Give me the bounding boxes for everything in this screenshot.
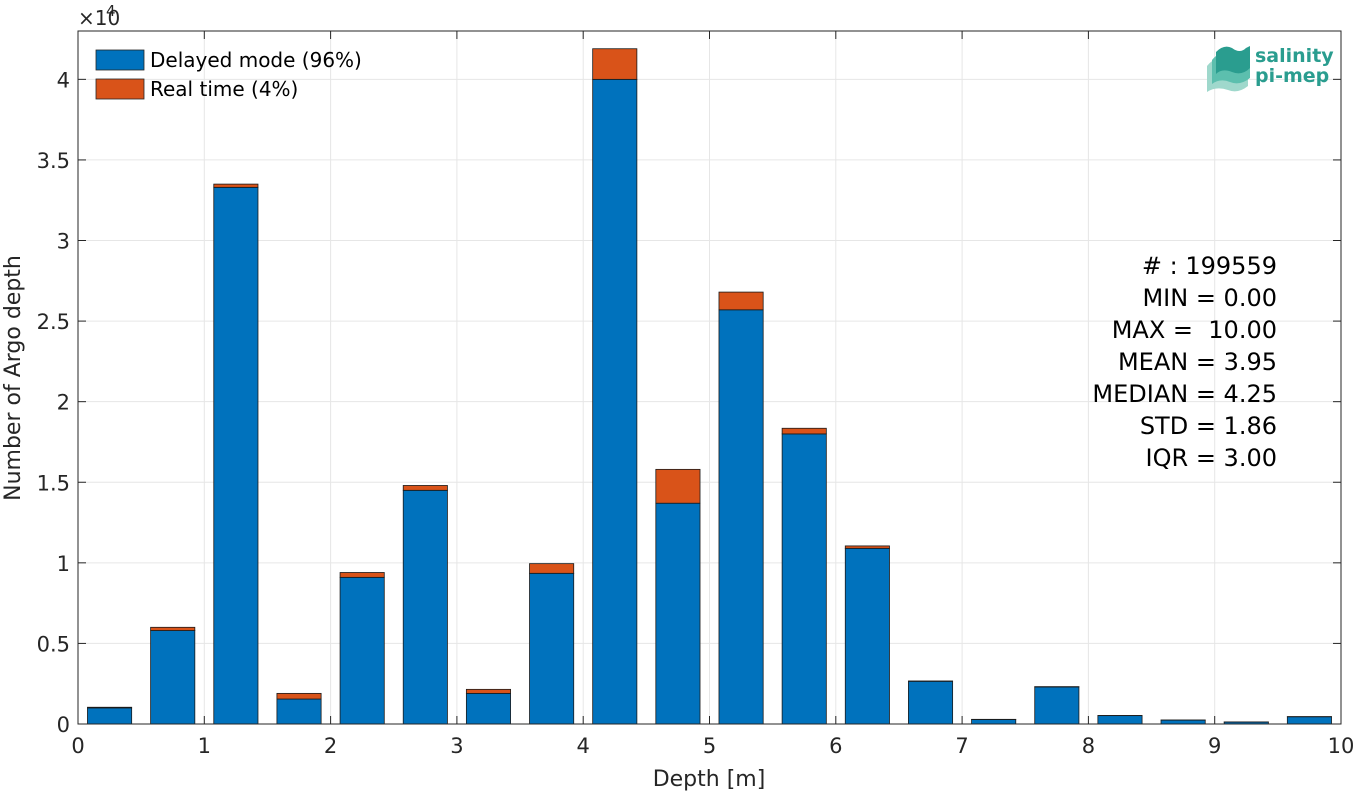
stat-max: MAX = 10.00 (1112, 316, 1277, 344)
salinity-pimep-logo: salinity pi-mep (1207, 45, 1334, 92)
logo-wave-icon (1207, 46, 1250, 92)
bar-real-time (529, 563, 575, 574)
axis-ticks: 0 1 2 3 4 5 6 7 8 9 10 0 0.5 1 1.5 2 2.5 3 3.5 4 (37, 31, 1355, 758)
bar-delayed-mode (213, 186, 259, 725)
y-tick-label: 1.5 (37, 471, 70, 495)
x-tick-label: 3 (450, 734, 463, 758)
bar-delayed-mode (339, 576, 385, 725)
bar-delayed-mode (1286, 716, 1332, 725)
bar-real-time (150, 626, 196, 631)
x-tick-label: 9 (1208, 734, 1221, 758)
y-tick-label: 4 (57, 68, 70, 92)
bar-delayed-mode (1097, 715, 1143, 725)
y-tick-label: 3 (57, 230, 70, 254)
bar-delayed-mode (718, 309, 764, 725)
legend-swatch-delayed (95, 49, 145, 71)
y-tick-label: 1 (57, 552, 70, 576)
bar-delayed-mode (844, 547, 890, 725)
bar-delayed-mode (276, 698, 322, 725)
bar-delayed-mode (655, 502, 701, 725)
logo-text-line1: salinity (1255, 45, 1334, 67)
bar-real-time (402, 485, 448, 491)
y-tick-label: 0.5 (37, 632, 70, 656)
stat-min: MIN = 0.00 (1142, 284, 1277, 312)
x-tick-label: 2 (324, 734, 337, 758)
stat-std: STD = 1.86 (1140, 412, 1277, 440)
bar-real-time (592, 48, 638, 80)
bar-delayed-mode (1160, 719, 1206, 725)
y-tick-label: 0 (57, 713, 70, 737)
legend-swatch-realtime (95, 78, 145, 100)
x-tick-label: 8 (1082, 734, 1095, 758)
bar-real-time (87, 706, 133, 709)
x-tick-label: 5 (703, 734, 716, 758)
legend-label-realtime: Real time (4%) (150, 77, 298, 101)
bar-real-time (655, 468, 701, 504)
bar-real-time (339, 572, 385, 578)
y-exponent-label: ×10 4 (78, 2, 120, 30)
bar-delayed-mode (908, 680, 954, 725)
x-axis-title: Depth [m] (653, 767, 766, 792)
bar-delayed-mode (87, 707, 133, 725)
bar-real-time (465, 688, 511, 694)
y-tick-label: 2.5 (37, 310, 70, 334)
x-tick-label: 1 (198, 734, 211, 758)
bar-delayed-mode (529, 572, 575, 725)
bar-delayed-mode (402, 489, 448, 725)
stat-count: # : 199559 (1142, 252, 1277, 280)
bar-delayed-mode (150, 630, 196, 725)
y-tick-label: 2 (57, 391, 70, 415)
legend-label-delayed: Delayed mode (96%) (150, 48, 362, 72)
bar-real-time (213, 183, 259, 188)
x-tick-label: 10 (1328, 734, 1355, 758)
bar-real-time (844, 545, 890, 549)
legend: Delayed mode (96%) Real time (4%) (95, 48, 362, 101)
x-tick-label: 6 (829, 734, 842, 758)
y-exponent-power: 4 (106, 2, 116, 20)
stat-mean: MEAN = 3.95 (1118, 348, 1277, 376)
bar-delayed-mode (592, 78, 638, 725)
plot-area: 0 1 2 3 4 5 6 7 8 9 10 0 0.5 1 1.5 2 2.5 3 3.5 4 (37, 30, 1355, 758)
x-tick-label: 4 (577, 734, 590, 758)
y-axis-title: Number of Argo depth (1, 255, 26, 501)
bar-delayed-mode (465, 692, 511, 725)
y-exponent-base: ×10 (78, 6, 120, 30)
bar-delayed-mode (971, 719, 1017, 725)
bar-real-time (718, 291, 764, 311)
x-tick-label: 0 (71, 734, 84, 758)
bars (87, 48, 1332, 725)
y-tick-label: 3.5 (37, 149, 70, 173)
stats-annotation: # : 199559 MIN = 0.00 MAX = 10.00 MEAN =… (1092, 252, 1277, 472)
bar-delayed-mode (1034, 686, 1080, 725)
stat-median: MEDIAN = 4.25 (1092, 380, 1277, 408)
x-tick-label: 7 (955, 734, 968, 758)
logo-text-line2: pi-mep (1255, 65, 1329, 87)
bar-real-time (781, 427, 827, 435)
stat-iqr: IQR = 3.00 (1146, 444, 1277, 472)
bar-delayed-mode (781, 433, 827, 725)
bar-real-time (276, 692, 322, 700)
